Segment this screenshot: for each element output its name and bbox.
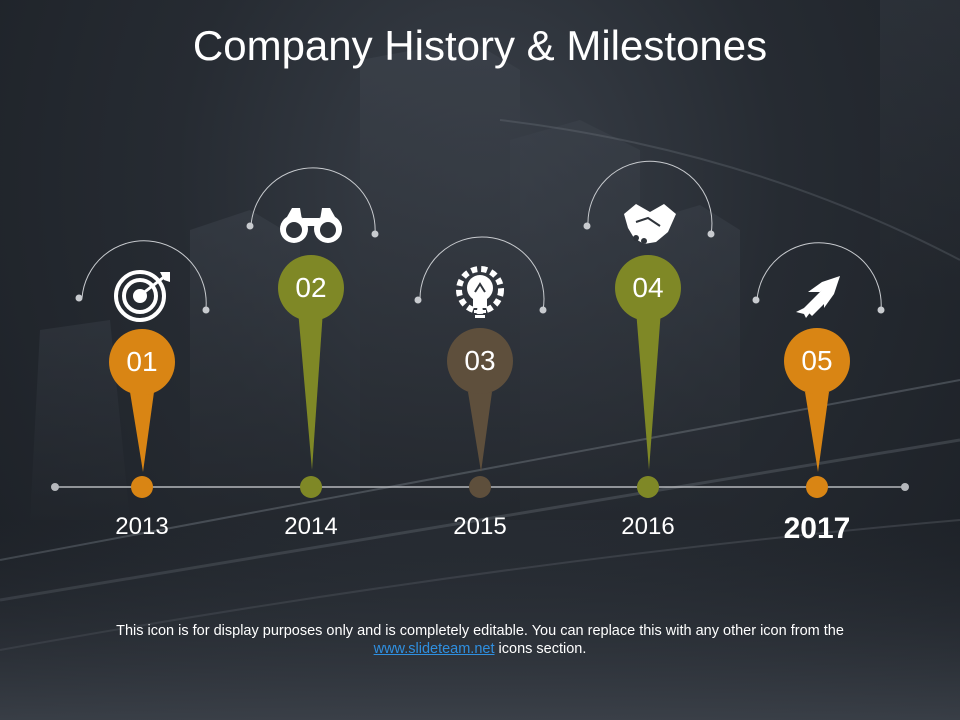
milestone-number-1: 01 [126,346,158,377]
milestone-1 [75,240,210,498]
footer-text-before: This icon is for display purposes only a… [116,623,844,639]
milestone-year-5: 2017 [783,512,851,545]
timeline-dot-2 [300,476,322,498]
slideteam-link[interactable]: www.slideteam.net [373,641,495,657]
milestone-2 [246,167,379,498]
pin-stem [298,310,323,470]
milestone-4 [583,160,715,498]
footer-text-after: icons section. [494,641,587,657]
milestone-arc [250,167,376,235]
rocket-icon [796,276,840,318]
milestone-year-1: 2013 [115,513,169,540]
timeline-dot-1 [131,476,153,498]
milestone-year-2: 2014 [284,513,338,540]
timeline-end-dot [901,483,909,491]
pin-head-3 [447,328,513,394]
target-icon [114,270,170,322]
milestone-5 [752,242,885,498]
milestone-number-5: 05 [801,345,833,376]
page-title: Company History & Milestones [192,22,768,69]
milestone-year-3: 2015 [453,513,507,540]
milestone-arc [587,160,713,235]
pin-head-2 [278,255,344,321]
timeline-dot-5 [806,476,828,498]
pin-stem [468,392,492,472]
pin-stem [130,392,154,472]
milestone-number-2: 02 [295,272,327,303]
milestone-arc [81,240,207,309]
binoculars-icon [280,208,342,243]
timeline-start-dot [51,483,59,491]
handshake-icon [624,204,676,244]
footer-note: This icon is for display purposes only a… [80,622,880,658]
milestone-year-4: 2016 [621,513,675,540]
milestone-arc [419,236,545,311]
timeline-dot-3 [469,476,491,498]
milestone-number-4: 04 [632,272,664,303]
pin-stem [805,392,829,472]
timeline-dot-4 [637,476,659,498]
pin-stem [636,310,661,470]
milestone-number-3: 03 [464,345,496,376]
pin-head-4 [615,255,681,321]
pin-head-5 [784,328,850,394]
milestone-3 [414,236,547,498]
lightbulb-gear-icon [456,266,504,318]
pin-head-1 [109,329,175,395]
milestone-arc [756,242,882,311]
